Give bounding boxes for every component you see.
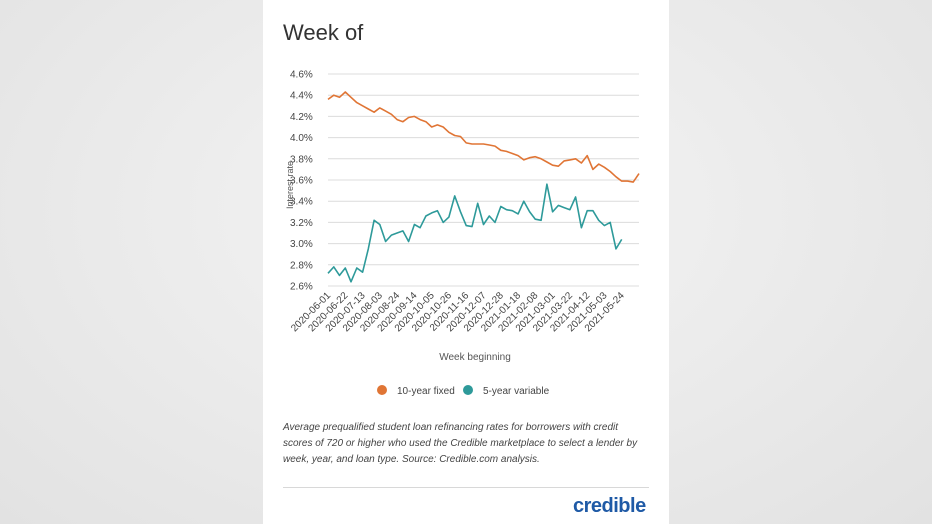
legend-label-5-year-variable: 5-year variable [483,386,550,397]
y-axis-label: Interest rate [285,161,295,209]
gridlines [328,73,639,287]
series-line-10-year-fixed [327,91,640,183]
legend: 10-year fixed 5-year variable [377,385,550,397]
y-tick-label: 2.6% [290,282,313,293]
y-tick-label: 4.0% [290,133,313,144]
series-line-5-year-variable [327,183,623,283]
series-lines [327,91,640,283]
legend-label-10-year-fixed: 10-year fixed [397,386,455,397]
credible-logo: credible [573,495,646,517]
chart-title: Week of [283,20,364,45]
x-axis-label: Week beginning [439,352,511,363]
chart-caption: Average prequalified student loan refina… [283,422,638,465]
y-tick-label: 3.4% [290,197,313,208]
y-tick-label: 3.2% [290,218,313,229]
y-tick-labels: 4.6% 4.4% 4.2% 4.0% 3.8% 3.6% 3.4% 3.2% 3.0% 2.8%… [290,70,313,293]
legend-marker-10-year-fixed [377,385,387,395]
chart-card: Week of 4.6% 4.4% 4.2% 4.0% 3.8% 3.6% 3.4% 3.2%… [263,0,669,524]
y-tick-label: 4.2% [290,112,313,123]
y-tick-label: 2.8% [290,260,313,271]
y-tick-label: 3.0% [290,239,313,250]
y-tick-label: 3.8% [290,154,313,165]
y-tick-label: 4.4% [290,91,313,102]
legend-marker-5-year-variable [463,385,473,395]
y-tick-label: 4.6% [290,70,313,81]
line-chart: 4.6% 4.4% 4.2% 4.0% 3.8% 3.6% 3.4% 3.2% 3.0% 2.8%… [285,70,640,397]
x-tick-labels: 2020-06-012020-06-222020-07-132020-08-03… [289,290,627,334]
y-tick-label: 3.6% [290,176,313,187]
divider [283,487,649,488]
